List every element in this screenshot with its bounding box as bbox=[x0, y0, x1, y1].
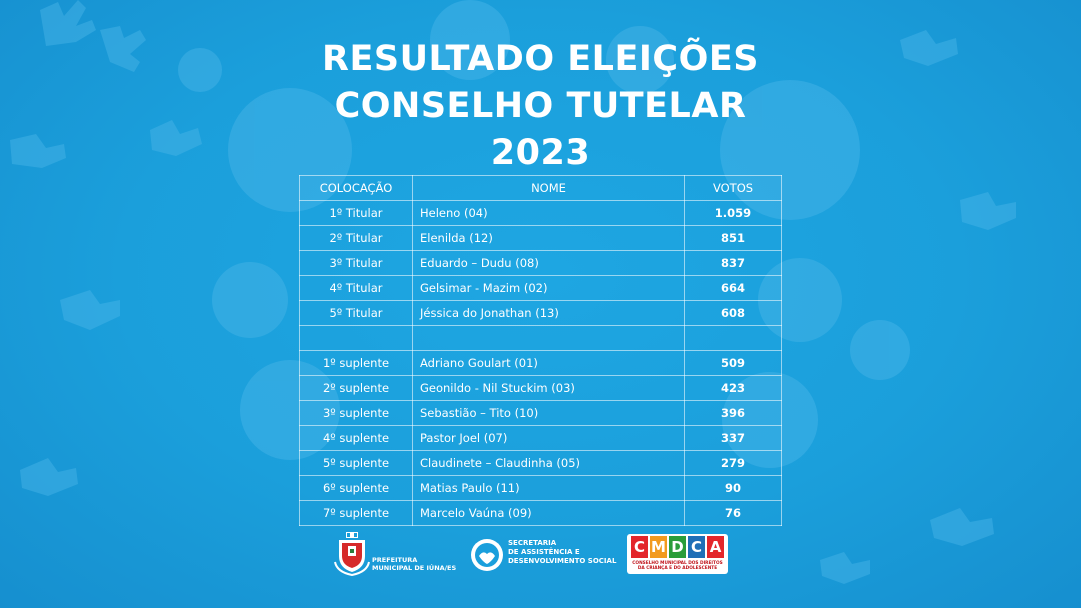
table-row-empty bbox=[299, 325, 782, 351]
table-row: 2º Titular Elenilda (12) 851 bbox=[299, 225, 782, 251]
cmdca-letter: D bbox=[669, 536, 686, 558]
coat-of-arms-icon bbox=[334, 532, 370, 576]
table-row: 4º suplente Pastor Joel (07) 337 bbox=[299, 425, 782, 451]
hand-icon bbox=[150, 120, 202, 156]
cell-name: Gelsimar - Mazim (02) bbox=[412, 275, 685, 301]
title-line-2: CONSELHO TUTELAR bbox=[334, 86, 747, 126]
secretaria-line-1: SECRETARIA bbox=[508, 539, 557, 547]
table-row: 5º Titular Jéssica do Jonathan (13) 608 bbox=[299, 300, 782, 326]
cell-position: 5º Titular bbox=[299, 300, 413, 326]
cmdca-sub-line-2: DA CRIANÇA E DO ADOLESCENTE bbox=[637, 566, 718, 571]
cmdca-letter: A bbox=[707, 536, 724, 558]
cmdca-letter: C bbox=[631, 536, 648, 558]
cell-votes: 851 bbox=[684, 225, 782, 251]
table-header-row: COLOCAÇÃO NOME VOTOS bbox=[299, 175, 782, 201]
cell-name: Geonildo - Nil Stuckim (03) bbox=[412, 375, 685, 401]
prefeitura-line-1: PREFEITURA bbox=[372, 556, 418, 564]
cell-name: Sebastião – Tito (10) bbox=[412, 400, 685, 426]
table-row: 1º suplente Adriano Goulart (01) 509 bbox=[299, 350, 782, 376]
cell-position: 2º Titular bbox=[299, 225, 413, 251]
cell-votes: 337 bbox=[684, 425, 782, 451]
hand-icon bbox=[100, 26, 146, 72]
hand-icon bbox=[10, 134, 66, 168]
cmdca-letter: M bbox=[650, 536, 667, 558]
cell-position: 4º suplente bbox=[299, 425, 413, 451]
cmdca-subtitle: CONSELHO MUNICIPAL DOS DIREITOS DA CRIAN… bbox=[630, 561, 725, 571]
hand-icon bbox=[20, 458, 78, 496]
table-row: 3º suplente Sebastião – Tito (10) 396 bbox=[299, 400, 782, 426]
cell-name: Pastor Joel (07) bbox=[412, 425, 685, 451]
cell-position bbox=[299, 325, 413, 351]
cell-votes: 509 bbox=[684, 350, 782, 376]
cmdca-letter: C bbox=[688, 536, 705, 558]
cell-votes: 279 bbox=[684, 450, 782, 476]
header-nome: NOME bbox=[412, 175, 685, 201]
cell-position: 2º suplente bbox=[299, 375, 413, 401]
cell-name: Claudinete – Claudinha (05) bbox=[412, 450, 685, 476]
cell-name: Eduardo – Dudu (08) bbox=[412, 250, 685, 276]
cell-votes: 90 bbox=[684, 475, 782, 501]
hand-icon bbox=[900, 30, 958, 66]
cell-position: 1º Titular bbox=[299, 200, 413, 226]
hand-icon bbox=[960, 192, 1016, 230]
cell-position: 5º suplente bbox=[299, 450, 413, 476]
cell-name bbox=[412, 325, 685, 351]
table-row: 2º suplente Geonildo - Nil Stuckim (03) … bbox=[299, 375, 782, 401]
cell-votes: 608 bbox=[684, 300, 782, 326]
title-year: 2023 bbox=[490, 133, 591, 173]
cell-position: 3º suplente bbox=[299, 400, 413, 426]
header-votos: VOTOS bbox=[684, 175, 782, 201]
title-line-1: RESULTADO ELEIÇÕES bbox=[322, 39, 759, 79]
footer-logos: PREFEITURA MUNICIPAL DE IÚNA/ES SECRETAR… bbox=[0, 528, 1081, 578]
prefeitura-line-2: MUNICIPAL DE IÚNA/ES bbox=[372, 564, 457, 572]
hand-icon bbox=[40, 0, 96, 46]
table-row: 3º Titular Eduardo – Dudu (08) 837 bbox=[299, 250, 782, 276]
cell-name: Jéssica do Jonathan (13) bbox=[412, 300, 685, 326]
cell-name: Matias Paulo (11) bbox=[412, 475, 685, 501]
cell-name: Adriano Goulart (01) bbox=[412, 350, 685, 376]
cmdca-logo: C M D C A CONSELHO MUNICIPAL DOS DIREITO… bbox=[627, 534, 728, 574]
hand-icon bbox=[60, 290, 120, 330]
cell-name: Elenilda (12) bbox=[412, 225, 685, 251]
header-colocacao: COLOCAÇÃO bbox=[299, 175, 413, 201]
cell-position: 7º suplente bbox=[299, 500, 413, 526]
cmdca-sub-line-1: CONSELHO MUNICIPAL DOS DIREITOS bbox=[632, 561, 723, 566]
cell-position: 3º Titular bbox=[299, 250, 413, 276]
cell-votes: 423 bbox=[684, 375, 782, 401]
table-row: 5º suplente Claudinete – Claudinha (05) … bbox=[299, 450, 782, 476]
cell-position: 4º Titular bbox=[299, 275, 413, 301]
cell-position: 6º suplente bbox=[299, 475, 413, 501]
table-row: 1º Titular Heleno (04) 1.059 bbox=[299, 200, 782, 226]
hand-icon bbox=[930, 508, 994, 546]
cell-votes: 664 bbox=[684, 275, 782, 301]
cell-name: Heleno (04) bbox=[412, 200, 685, 226]
table-row: 7º suplente Marcelo Vaúna (09) 76 bbox=[299, 500, 782, 526]
cmdca-letters: C M D C A bbox=[631, 536, 724, 558]
cell-votes: 837 bbox=[684, 250, 782, 276]
secretaria-line-3: DESENVOLVIMENTO SOCIAL bbox=[508, 557, 617, 565]
cell-votes: 396 bbox=[684, 400, 782, 426]
cell-position: 1º suplente bbox=[299, 350, 413, 376]
table-row: 4º Titular Gelsimar - Mazim (02) 664 bbox=[299, 275, 782, 301]
cell-votes: 76 bbox=[684, 500, 782, 526]
results-table: COLOCAÇÃO NOME VOTOS 1º Titular Heleno (… bbox=[299, 175, 782, 526]
secretaria-line-2: DE ASSISTÊNCIA E bbox=[508, 548, 580, 556]
cell-votes bbox=[684, 325, 782, 351]
cell-name: Marcelo Vaúna (09) bbox=[412, 500, 685, 526]
cell-votes: 1.059 bbox=[684, 200, 782, 226]
hands-heart-icon bbox=[471, 539, 503, 571]
hand-icon bbox=[820, 552, 870, 584]
table-row: 6º suplente Matias Paulo (11) 90 bbox=[299, 475, 782, 501]
